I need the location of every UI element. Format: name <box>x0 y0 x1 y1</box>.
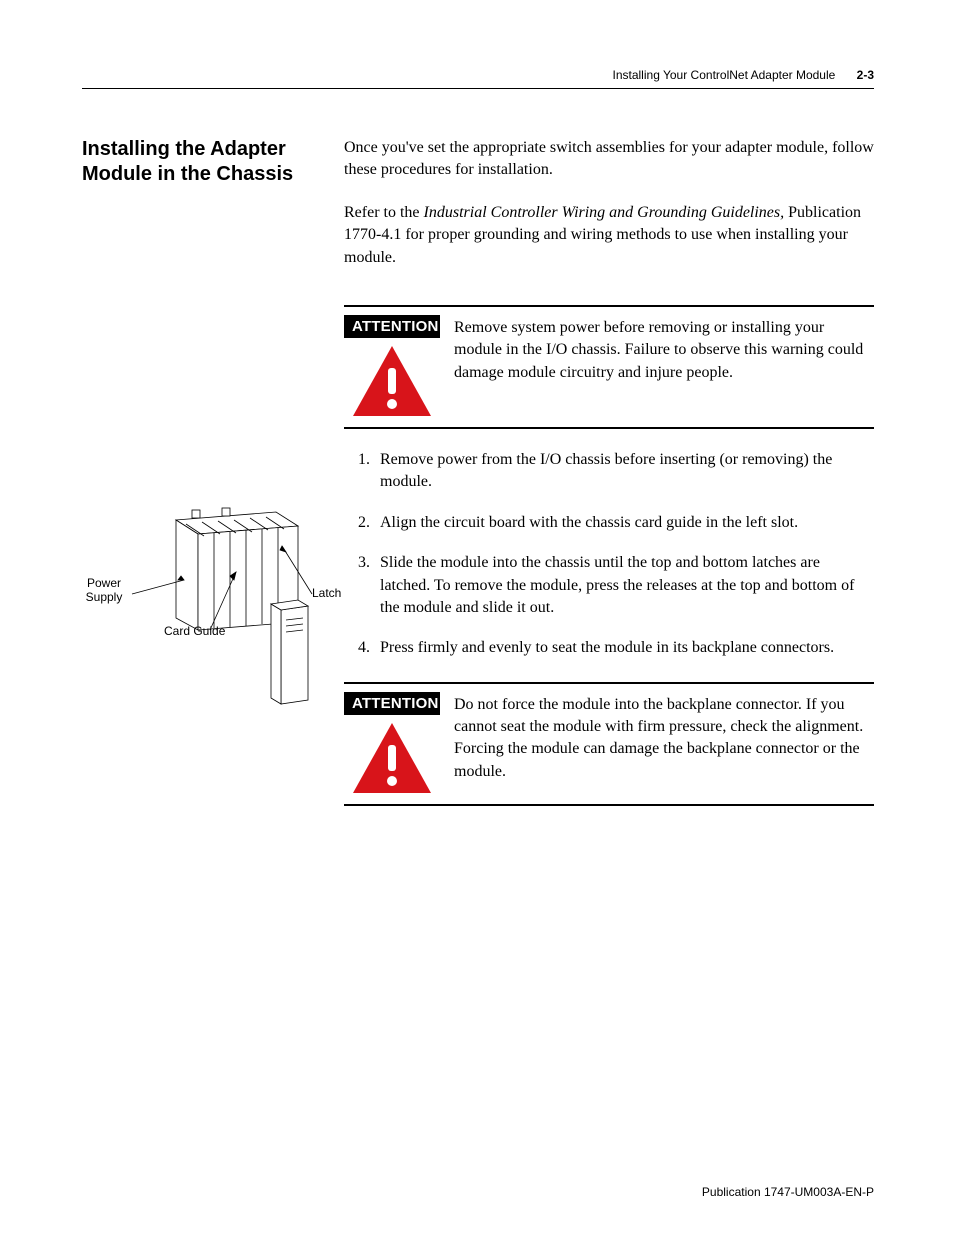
attention-label: ATTENTION <box>344 692 440 715</box>
attention-text: Remove system power before removing or i… <box>454 315 874 384</box>
refer-paragraph: Refer to the Industrial Controller Wirin… <box>344 202 874 269</box>
attention-text: Do not force the module into the backpla… <box>454 692 874 784</box>
attention-block-2: ATTENTION Do not force the module into t… <box>344 682 874 806</box>
refer-prefix: Refer to the <box>344 204 424 221</box>
step-text: Remove power from the I/O chassis before… <box>380 449 874 494</box>
diagram-label-power-supply: Power Supply <box>76 576 132 605</box>
step-item: 4.Press firmly and evenly to seat the mo… <box>358 637 874 659</box>
step-item: 2.Align the circuit board with the chass… <box>358 512 874 534</box>
step-text: Press firmly and evenly to seat the modu… <box>380 637 874 659</box>
refer-italic: Industrial Controller Wiring and Groundi… <box>424 204 785 221</box>
section-heading: Installing the Adapter Module in the Cha… <box>82 137 326 187</box>
header-page-number: 2-3 <box>857 68 874 82</box>
attention-block-1: ATTENTION Remove system power before rem… <box>344 305 874 429</box>
step-number: 3. <box>358 552 380 619</box>
footer-publication: Publication 1747-UM003A-EN-P <box>702 1185 874 1199</box>
header-title: Installing Your ControlNet Adapter Modul… <box>613 68 836 82</box>
step-number: 4. <box>358 637 380 659</box>
install-steps: 1.Remove power from the I/O chassis befo… <box>358 449 874 660</box>
attention-label: ATTENTION <box>344 315 440 338</box>
diagram-label-card-guide: Card Guide <box>164 624 225 638</box>
step-number: 2. <box>358 512 380 534</box>
step-item: 1.Remove power from the I/O chassis befo… <box>358 449 874 494</box>
warning-triangle-icon <box>351 721 433 800</box>
step-item: 3.Slide the module into the chassis unti… <box>358 552 874 619</box>
step-text: Slide the module into the chassis until … <box>380 552 874 619</box>
warning-triangle-icon <box>351 344 433 423</box>
diagram-label-latch: Latch <box>312 586 341 600</box>
page-header: Installing Your ControlNet Adapter Modul… <box>82 68 874 89</box>
intro-paragraph: Once you've set the appropriate switch a… <box>344 137 874 182</box>
step-number: 1. <box>358 449 380 494</box>
chassis-diagram: Power Supply Latch Card Guide <box>76 500 346 720</box>
step-text: Align the circuit board with the chassis… <box>380 512 874 534</box>
